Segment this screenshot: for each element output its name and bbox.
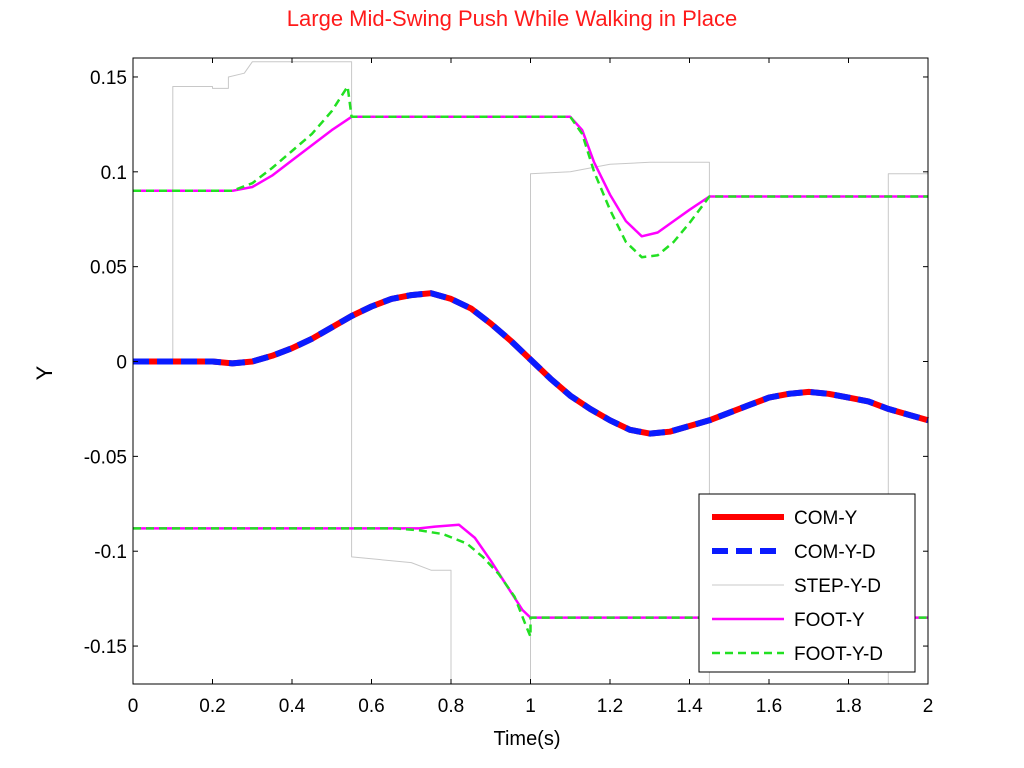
series-line-foot-y-d-4 [133, 85, 928, 259]
legend-label: COM-Y [794, 508, 858, 529]
y-tick-label: -0.1 [94, 542, 127, 563]
legend-label: FOOT-Y [794, 610, 865, 631]
legend-label: FOOT-Y-D [794, 644, 883, 665]
x-tick-label: 0.8 [438, 696, 464, 717]
chart-title: Large Mid-Swing Push While Walking in Pl… [286, 6, 738, 31]
series-line-foot-y-d-6 [133, 527, 928, 638]
series-line-foot-y-3 [133, 115, 928, 238]
y-tick-label: 0.15 [90, 68, 127, 89]
y-tick-label: 0.05 [90, 258, 127, 279]
series-line-foot-y-5 [133, 523, 928, 619]
legend-box [698, 493, 916, 673]
legend-label: COM-Y-D [794, 542, 876, 563]
y-axis-label: Y [32, 365, 57, 380]
x-tick-label: 0.2 [199, 696, 225, 717]
legend: COM-Y COM-Y-D STEP-Y-D FOOT-Y FOOT-Y-D [698, 493, 916, 673]
series-line-com-y-1 [133, 290, 929, 437]
x-tick-label: 1.6 [756, 696, 782, 717]
x-tick-label: 2 [923, 696, 934, 717]
series-layer [133, 61, 929, 685]
y-tick-label: 0 [116, 353, 127, 374]
x-tick-label: 1 [525, 696, 536, 717]
x-tick-label: 1.4 [676, 696, 703, 717]
x-tick-label: 1.8 [835, 696, 861, 717]
y-tick-label: -0.15 [84, 637, 127, 658]
legend-label: STEP-Y-D [794, 576, 881, 597]
series-line-step-y-d-0 [133, 61, 928, 685]
y-tick-label: 0.1 [101, 163, 127, 184]
y-tick-label: -0.05 [84, 447, 127, 468]
x-tick-label: 0 [128, 696, 139, 717]
x-axis-label: Time(s) [493, 728, 560, 750]
x-tick-label: 0.4 [279, 696, 306, 717]
x-tick-label: 1.2 [597, 696, 623, 717]
axis-ticks: 0 0.2 0.4 0.6 0.8 1 1.2 1.4 1.6 1.8 2 0.15 0.1 0.05 0 -… [84, 58, 934, 717]
x-tick-label: 0.6 [358, 696, 384, 717]
